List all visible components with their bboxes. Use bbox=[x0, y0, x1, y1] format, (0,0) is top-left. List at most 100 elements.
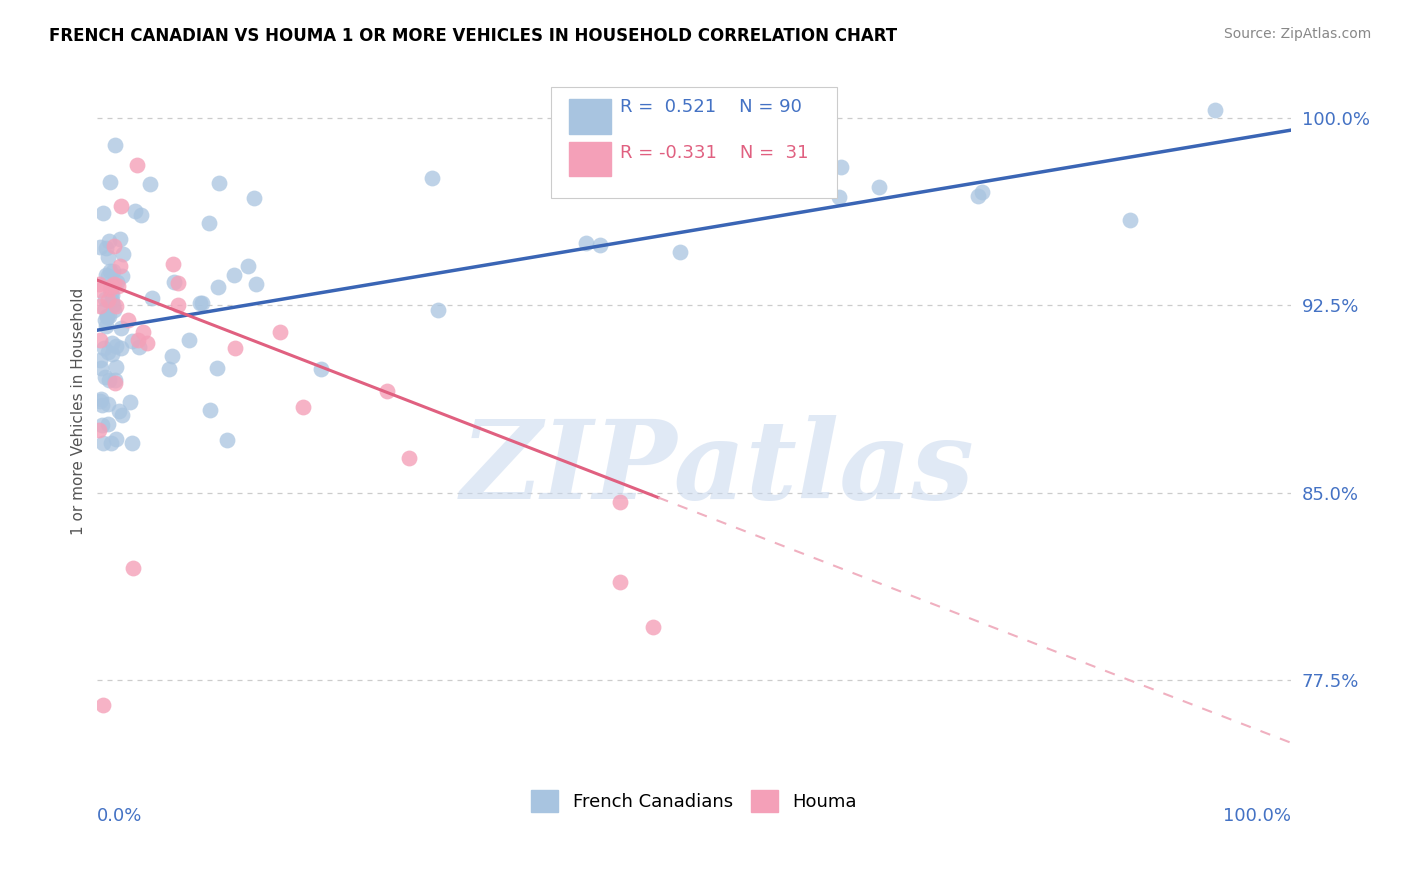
Point bbox=[91, 698, 114, 713]
Point bbox=[91, 435, 114, 450]
Point bbox=[94, 313, 117, 327]
Point bbox=[91, 206, 114, 220]
Point bbox=[127, 334, 149, 348]
Legend: French Canadians, Houma: French Canadians, Houma bbox=[524, 783, 865, 819]
Point bbox=[97, 251, 120, 265]
Point bbox=[96, 309, 118, 323]
Point bbox=[104, 373, 127, 387]
Point bbox=[198, 216, 221, 230]
Point bbox=[128, 339, 150, 353]
Point bbox=[93, 370, 115, 384]
Text: R = -0.331    N =  31: R = -0.331 N = 31 bbox=[620, 144, 808, 161]
Point bbox=[101, 294, 124, 309]
Point bbox=[107, 279, 129, 293]
Point bbox=[141, 292, 163, 306]
Point bbox=[97, 397, 120, 411]
Point bbox=[375, 384, 398, 399]
Point bbox=[97, 373, 120, 387]
Point bbox=[236, 259, 259, 273]
Point bbox=[97, 417, 120, 432]
Point bbox=[160, 349, 183, 363]
Point bbox=[117, 312, 139, 326]
Point bbox=[94, 241, 117, 255]
Point bbox=[104, 359, 127, 374]
Point bbox=[224, 341, 246, 355]
Point bbox=[1204, 103, 1226, 117]
Point bbox=[208, 176, 231, 190]
Text: ZIPatlas: ZIPatlas bbox=[461, 415, 974, 522]
Point bbox=[104, 299, 127, 313]
Point bbox=[100, 435, 122, 450]
Point bbox=[90, 361, 112, 376]
Point bbox=[398, 450, 420, 465]
Bar bbox=[569, 99, 610, 134]
Point bbox=[167, 276, 190, 290]
Point bbox=[97, 309, 120, 323]
Point bbox=[105, 433, 128, 447]
Point bbox=[108, 404, 131, 418]
Point bbox=[93, 341, 115, 355]
Point bbox=[89, 394, 111, 409]
Point bbox=[121, 334, 143, 348]
Point bbox=[100, 279, 122, 293]
Point bbox=[118, 394, 141, 409]
Point bbox=[163, 275, 186, 289]
Point bbox=[87, 423, 110, 437]
Point bbox=[830, 160, 852, 174]
Point bbox=[129, 208, 152, 222]
Point bbox=[215, 433, 238, 447]
Point bbox=[420, 170, 443, 185]
Point bbox=[609, 495, 631, 509]
Point bbox=[177, 333, 200, 347]
Point bbox=[103, 302, 125, 317]
Text: Source: ZipAtlas.com: Source: ZipAtlas.com bbox=[1223, 27, 1371, 41]
Point bbox=[157, 362, 180, 376]
Point bbox=[970, 185, 993, 199]
Point bbox=[309, 362, 332, 376]
Point bbox=[108, 231, 131, 245]
Point bbox=[89, 299, 111, 313]
Point bbox=[110, 321, 132, 335]
Point bbox=[103, 277, 125, 292]
FancyBboxPatch shape bbox=[551, 87, 838, 198]
Text: 0.0%: 0.0% bbox=[97, 807, 143, 825]
Point bbox=[101, 347, 124, 361]
Point bbox=[105, 275, 128, 289]
Point bbox=[188, 296, 211, 310]
Point bbox=[98, 282, 121, 296]
Point bbox=[868, 180, 890, 194]
Point bbox=[103, 239, 125, 253]
Point bbox=[101, 298, 124, 312]
Point bbox=[111, 408, 134, 422]
Point bbox=[111, 246, 134, 260]
Point bbox=[609, 574, 631, 589]
Point bbox=[94, 319, 117, 334]
Point bbox=[91, 398, 114, 412]
Point bbox=[101, 335, 124, 350]
Point bbox=[94, 268, 117, 283]
Point bbox=[828, 189, 851, 203]
Point bbox=[89, 352, 111, 367]
Point bbox=[135, 336, 157, 351]
Point bbox=[269, 325, 291, 339]
Point bbox=[122, 560, 145, 574]
Point bbox=[89, 240, 111, 254]
Point bbox=[98, 264, 121, 278]
Point bbox=[100, 287, 122, 301]
Point bbox=[97, 268, 120, 283]
Point bbox=[669, 244, 692, 259]
Point bbox=[89, 283, 111, 297]
Point bbox=[627, 126, 650, 140]
Point bbox=[100, 285, 122, 300]
Point bbox=[121, 435, 143, 450]
Point bbox=[643, 619, 665, 633]
Point bbox=[245, 277, 267, 291]
Point bbox=[222, 268, 245, 283]
Point bbox=[426, 303, 449, 318]
Point bbox=[97, 234, 120, 248]
Point bbox=[162, 257, 184, 271]
Text: FRENCH CANADIAN VS HOUMA 1 OR MORE VEHICLES IN HOUSEHOLD CORRELATION CHART: FRENCH CANADIAN VS HOUMA 1 OR MORE VEHIC… bbox=[49, 27, 897, 45]
Point bbox=[167, 298, 190, 312]
Point bbox=[105, 339, 128, 353]
Point bbox=[243, 190, 266, 204]
